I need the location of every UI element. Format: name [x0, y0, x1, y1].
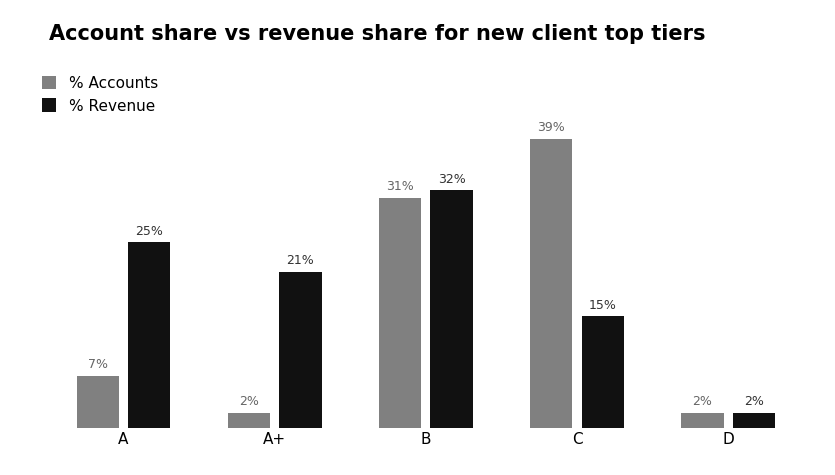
Text: 15%: 15%: [589, 299, 616, 312]
Bar: [430, 190, 473, 428]
Bar: [732, 413, 775, 428]
Bar: [379, 198, 422, 428]
Text: 31%: 31%: [387, 180, 414, 193]
Bar: [681, 413, 724, 428]
Text: Account share vs revenue share for new client top tiers: Account share vs revenue share for new c…: [49, 24, 706, 44]
Text: 7%: 7%: [88, 358, 108, 371]
Text: 2%: 2%: [744, 395, 764, 408]
Bar: [279, 272, 321, 428]
Bar: [530, 139, 573, 428]
Bar: [77, 376, 119, 428]
Text: 25%: 25%: [135, 225, 163, 238]
Bar: [128, 242, 170, 428]
Legend: % Accounts, % Revenue: % Accounts, % Revenue: [42, 76, 159, 114]
Bar: [581, 316, 624, 428]
Text: 32%: 32%: [438, 173, 465, 186]
Text: 2%: 2%: [239, 395, 259, 408]
Bar: [228, 413, 271, 428]
Text: 2%: 2%: [692, 395, 712, 408]
Text: 39%: 39%: [538, 121, 565, 134]
Text: 21%: 21%: [286, 255, 314, 267]
